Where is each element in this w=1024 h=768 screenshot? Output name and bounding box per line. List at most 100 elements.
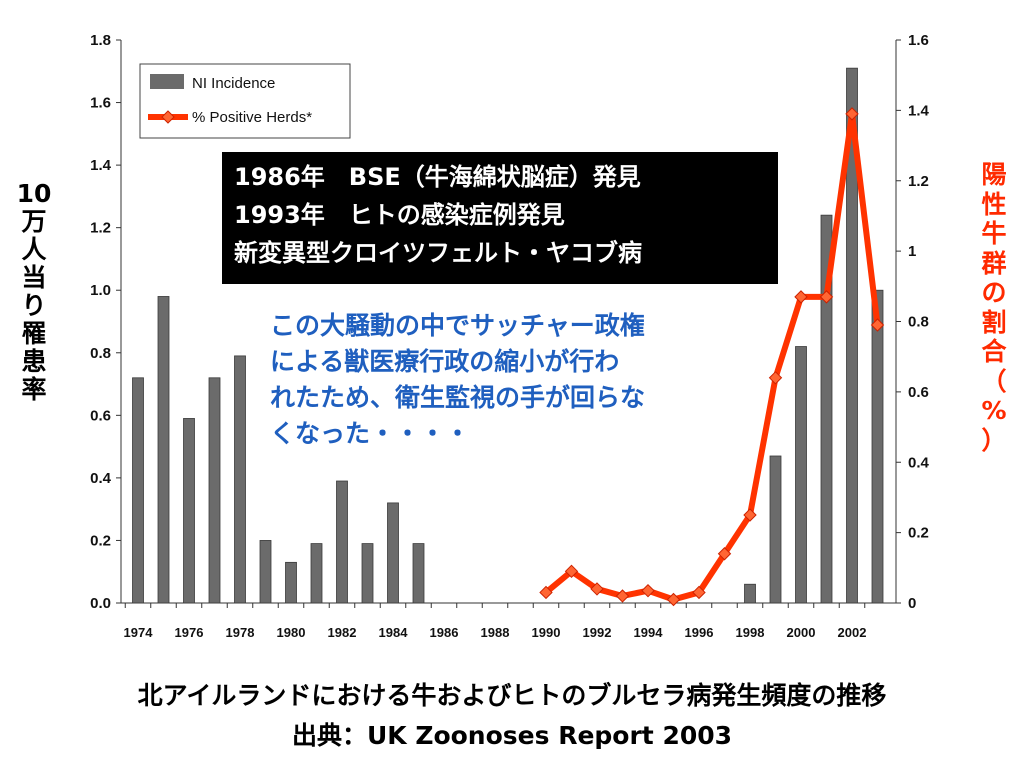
right-tick-label: 1.6 xyxy=(908,32,929,49)
left-axis-label-char: 率 xyxy=(21,375,47,404)
bar-series xyxy=(132,67,884,604)
line-point-1994 xyxy=(641,583,655,598)
line-point-1991 xyxy=(564,564,579,579)
note-line-2: による獣医療行政の縮小が行わ xyxy=(270,347,620,376)
x-tick-label: 1996 xyxy=(685,625,714,640)
legend-line-label: % Positive Herds* xyxy=(192,109,312,126)
line-point-2000 xyxy=(794,290,808,304)
line-point-1995 xyxy=(666,592,681,607)
bar-2002 xyxy=(846,67,858,604)
x-tick-label: 1988 xyxy=(481,625,510,640)
bar-2000 xyxy=(795,346,807,604)
right-axis-label-char: （ xyxy=(981,366,1007,396)
line-point-1990 xyxy=(539,585,553,600)
right-axis-label-char: 牛 xyxy=(981,219,1007,248)
legend-bar-swatch xyxy=(150,74,184,89)
right-tick-label: 0 xyxy=(908,595,916,612)
left-tick-label: 1.0 xyxy=(90,282,111,299)
bar-1983 xyxy=(361,543,374,604)
x-tick-label: 1982 xyxy=(328,625,357,640)
left-axis-label-char: 人 xyxy=(21,235,47,264)
chart-caption-title: 北アイルランドにおける牛およびヒトのブルセラ病発生頻度の推移 xyxy=(137,681,887,710)
x-tick-label: 1994 xyxy=(634,625,664,640)
left-tick-label: 0.0 xyxy=(90,595,111,612)
left-tick-label: 0.2 xyxy=(90,532,111,549)
left-tick-label: 0.6 xyxy=(90,407,111,424)
right-axis-label-char: 性 xyxy=(981,189,1007,219)
right-axis-label-char: の xyxy=(981,278,1007,307)
x-tick-label: 1984 xyxy=(379,625,409,640)
line-point-2003 xyxy=(870,318,885,332)
right-axis-label-char: 合 xyxy=(981,337,1007,366)
note-line-4: くなった・・・・ xyxy=(270,419,471,448)
x-tick-label: 1978 xyxy=(226,625,255,640)
annotation-box: 1986年 BSE（牛海綿状脳症）発見 1993年 ヒトの感染症例発見 新変異型… xyxy=(222,152,778,284)
right-axis-label-char: 割 xyxy=(981,307,1007,337)
note-line-3: れたため、衛生監視の手が回らな xyxy=(270,383,646,412)
bar-1998 xyxy=(744,583,756,604)
line-point-2002 xyxy=(845,107,859,121)
line-point-1992 xyxy=(590,582,604,596)
x-tick-label: 1986 xyxy=(430,625,459,640)
bar-1978 xyxy=(234,355,246,604)
right-tick-label: 1.2 xyxy=(908,173,929,190)
chart-caption-source: 出典：UK Zoonoses Report 2003 xyxy=(291,721,733,750)
right-axis-label: 陽性牛群の割合（%） xyxy=(974,160,1014,455)
bar-2001 xyxy=(820,214,833,604)
right-tick-label: 0.8 xyxy=(908,314,929,331)
x-tick-label: 2000 xyxy=(787,625,816,640)
line-point-1993 xyxy=(615,589,630,603)
left-tick-label: 1.8 xyxy=(90,32,111,49)
annotation-line-1: 1986年 BSE（牛海綿状脳症）発見 xyxy=(234,163,641,191)
left-axis-label: 10 万人当り罹患率 xyxy=(14,180,54,404)
legend: NI Incidence % Positive Herds* xyxy=(139,63,351,139)
annotation-note: この大騒動の中でサッチャー政権 による獣医療行政の縮小が行わ れたため、衛生監視… xyxy=(270,308,790,452)
right-axis-label-char: 陽 xyxy=(981,160,1007,189)
bar-2003 xyxy=(871,289,884,604)
right-axis: 0 0.2 0.4 0.6 0.8 1 1.2 1.4 1.6 xyxy=(895,32,930,612)
line-series xyxy=(539,107,885,607)
bar-1975 xyxy=(157,296,170,604)
annotation-line-2: 1993年 ヒトの感染症例発見 xyxy=(234,201,565,229)
left-axis-label-char: 万 xyxy=(21,207,47,236)
bar-1977 xyxy=(208,377,221,604)
right-axis-label-char: ） xyxy=(981,425,1007,455)
left-axis-label-char: 10 xyxy=(16,179,52,208)
line-point-1999 xyxy=(768,371,783,385)
right-tick-label: 1.4 xyxy=(908,102,930,119)
bar-1974 xyxy=(132,377,144,604)
right-tick-label: 1 xyxy=(908,243,916,260)
left-axis-label-char: 患 xyxy=(21,347,47,376)
left-tick-label: 1.4 xyxy=(90,157,112,174)
x-tick-label: 1998 xyxy=(736,625,765,640)
left-tick-label: 1.2 xyxy=(90,220,111,237)
x-axis: 1974 1976 1978 1980 1982 1984 1986 1988 1990 1992… xyxy=(121,602,896,640)
left-tick-label: 1.6 xyxy=(90,95,111,112)
right-tick-label: 0.2 xyxy=(908,525,929,542)
right-axis-label-char: 群 xyxy=(981,248,1007,278)
right-tick-label: 0.4 xyxy=(908,454,930,471)
left-axis-label-char: 当 xyxy=(21,263,47,292)
bar-1985 xyxy=(412,543,425,604)
bar-1976 xyxy=(183,418,195,604)
left-axis-label-char: 罹 xyxy=(21,319,47,348)
right-tick-label: 0.6 xyxy=(908,384,929,401)
bar-1984 xyxy=(387,502,399,604)
left-tick-label: 0.4 xyxy=(90,470,112,487)
bar-1980 xyxy=(285,561,297,604)
bar-1999 xyxy=(769,455,782,604)
note-line-1: この大騒動の中でサッチャー政権 xyxy=(270,311,645,340)
x-tick-label: 1980 xyxy=(277,625,306,640)
legend-line-marker xyxy=(161,110,175,124)
x-tick-label: 1990 xyxy=(532,625,561,640)
x-tick-label: 1976 xyxy=(175,625,204,640)
bar-1979 xyxy=(259,540,272,604)
right-axis-label-char: % xyxy=(981,396,1007,425)
line-point-1997 xyxy=(717,547,732,561)
x-tick-label: 1992 xyxy=(583,625,612,640)
left-tick-label: 0.8 xyxy=(90,345,111,362)
annotation-line-3: 新変異型クロイツフェルト・ヤコブ病 xyxy=(234,239,642,267)
left-axis: 0.0 0.2 0.4 0.6 0.8 1.0 1.2 1.4 1.6 1.8 xyxy=(90,32,122,612)
bar-1981 xyxy=(310,543,323,604)
x-tick-label: 2002 xyxy=(838,625,867,640)
